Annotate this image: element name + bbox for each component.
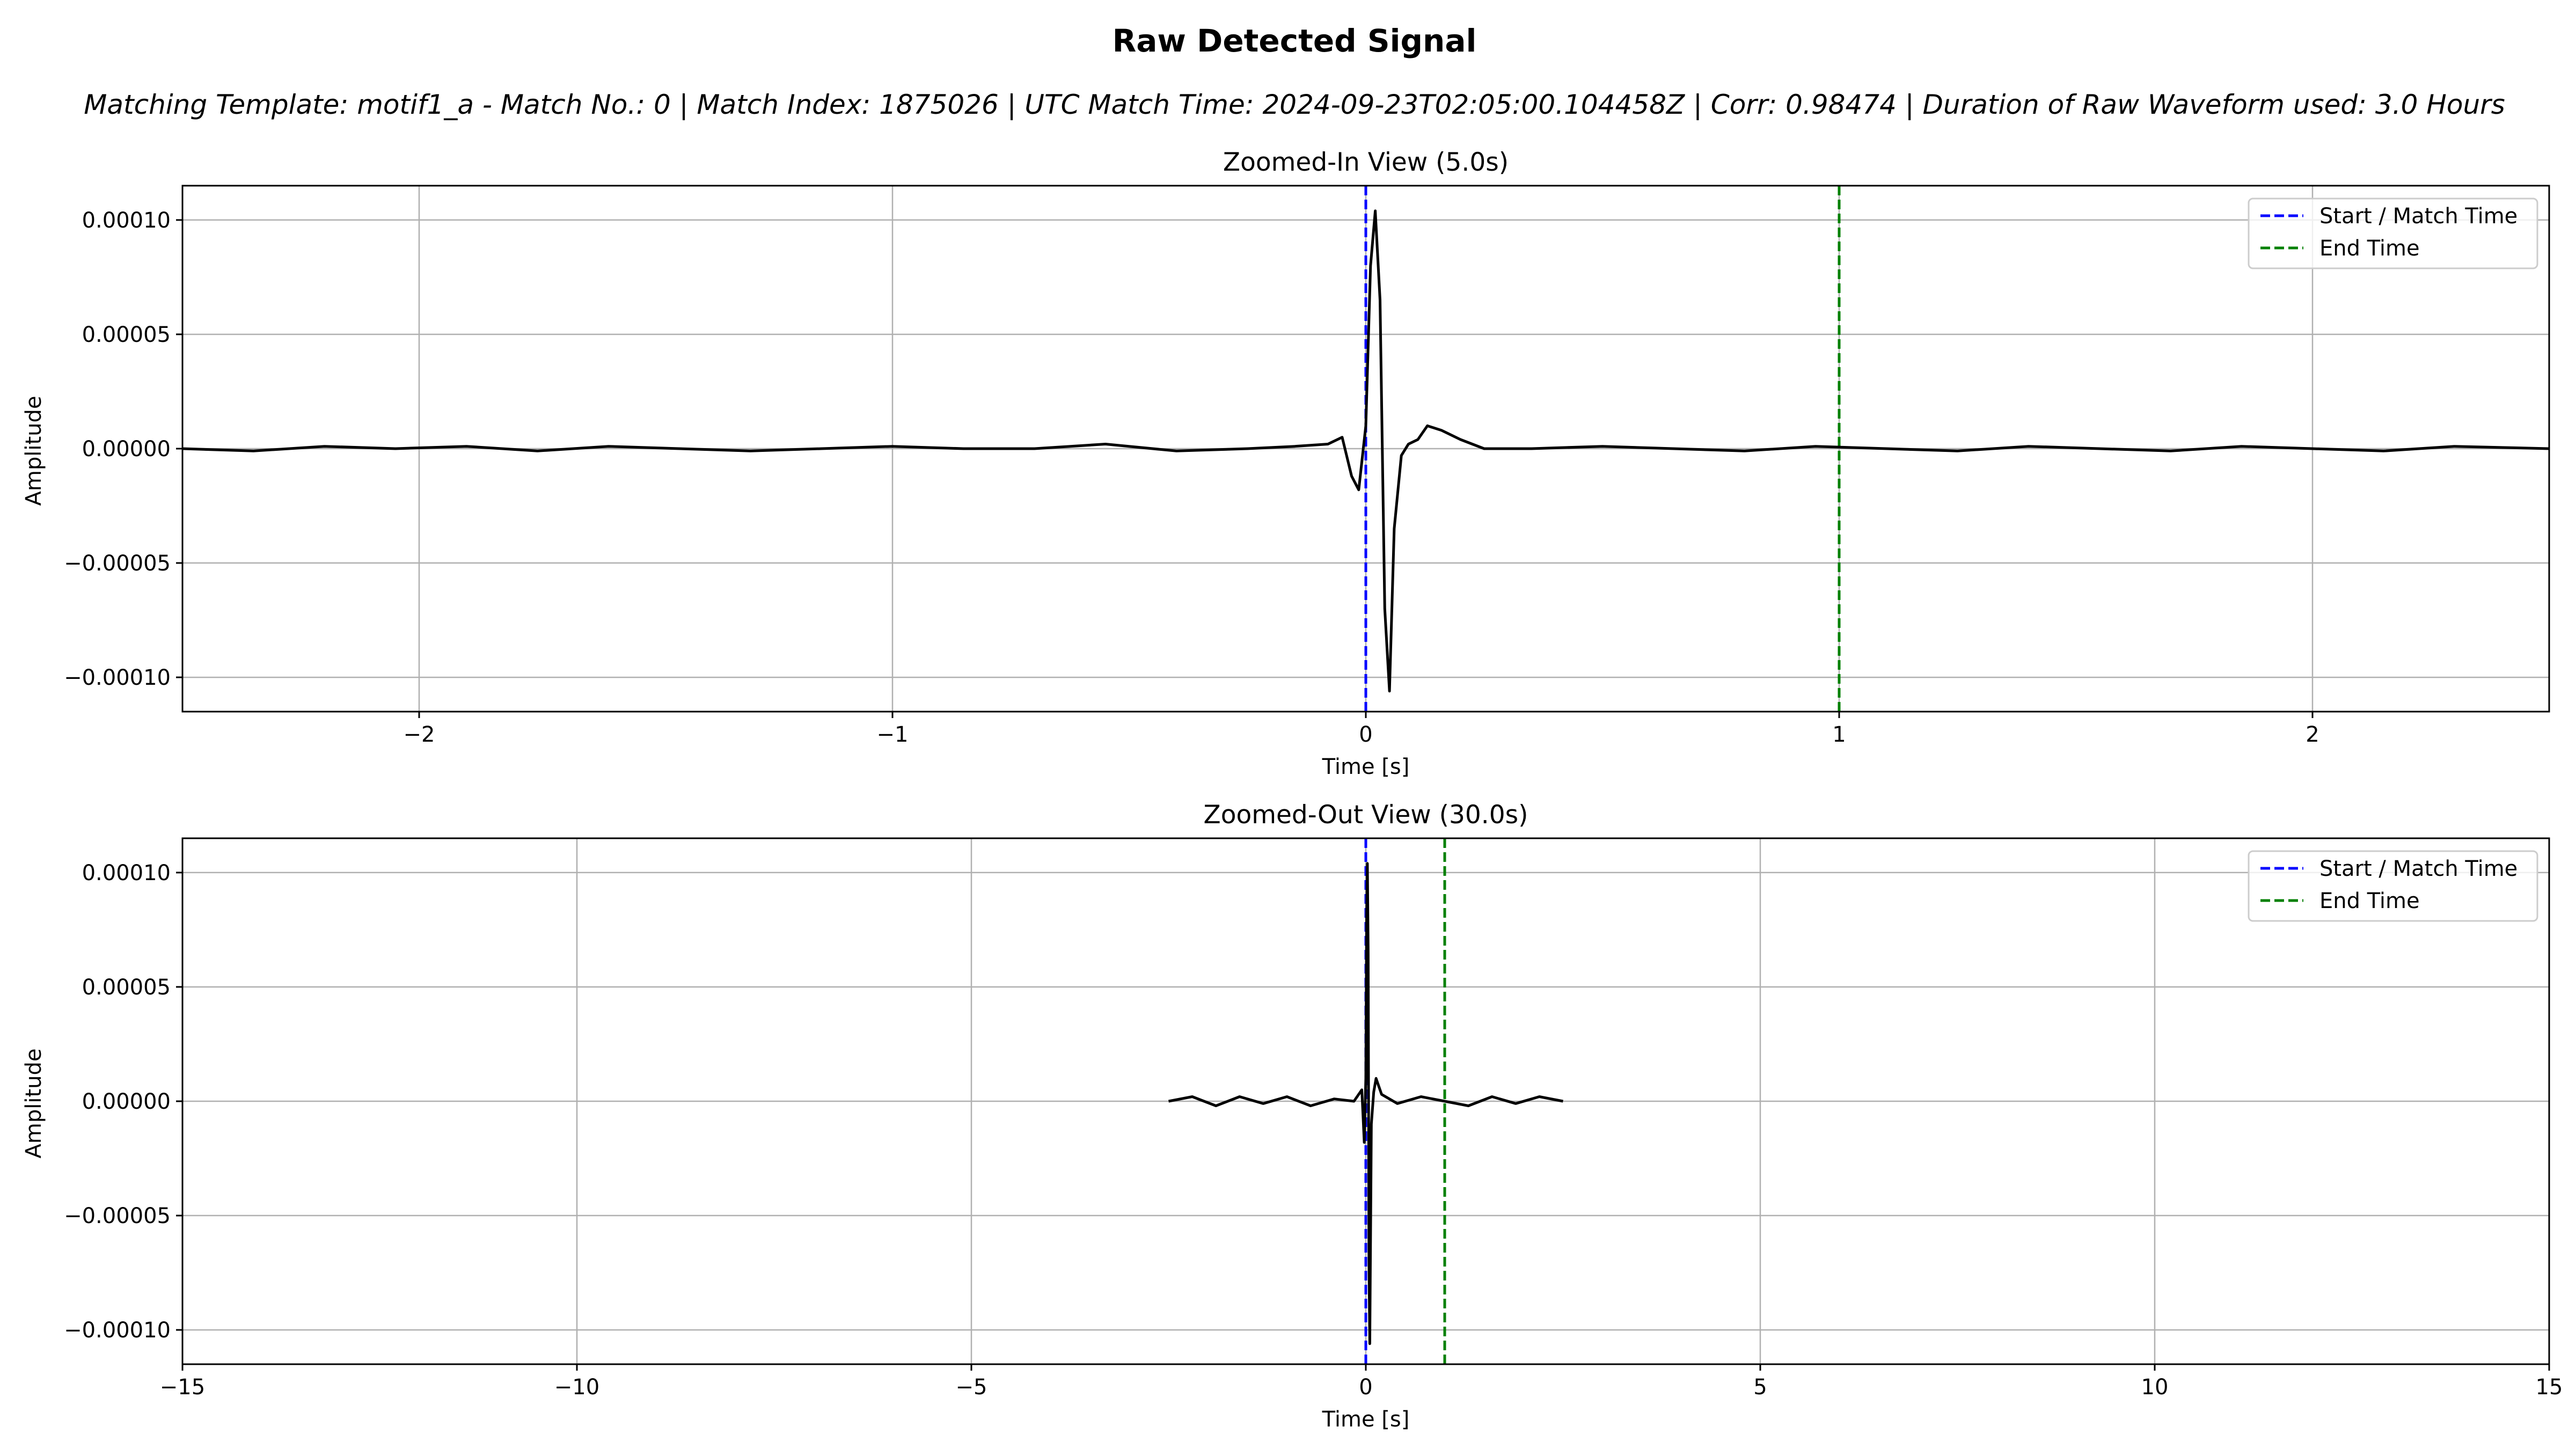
- signal-line: [1168, 862, 1563, 1345]
- x-tick-label: 1: [1832, 722, 1846, 747]
- x-tick-label: −15: [160, 1375, 205, 1400]
- legend-label-end: End Time: [2319, 236, 2420, 261]
- y-tick-label: −0.00005: [64, 551, 171, 576]
- legend-label-start: Start / Match Time: [2319, 857, 2518, 881]
- legend-box: [2248, 850, 2538, 922]
- x-tick-label: −1: [877, 722, 909, 747]
- vertical-markers: [1364, 186, 1841, 712]
- y-tick-label: 0.00000: [82, 1089, 171, 1114]
- figure-subtitle: Matching Template: motif1_a - Match No.:…: [84, 89, 2505, 120]
- subplot-title: Zoomed-In View (5.0s): [1223, 148, 1509, 177]
- y-tick-label: 0.00005: [82, 975, 171, 1000]
- x-tick-label: 5: [1753, 1375, 1767, 1400]
- subplot-title: Zoomed-Out View (30.0s): [1204, 800, 1528, 830]
- figure-title: Raw Detected Signal: [1113, 23, 1477, 59]
- y-tick-label: 0.00000: [82, 437, 171, 462]
- subplot-zoomed-in: Zoomed-In View (5.0s) −2 −1 0 1 2 0.000100.0…: [21, 148, 2550, 779]
- x-axis-label: Time [s]: [1322, 1407, 1410, 1432]
- signal-line: [182, 209, 2550, 693]
- x-tick-label: −2: [404, 722, 435, 747]
- legend-label-end: End Time: [2319, 889, 2420, 913]
- x-tick-label: 2: [2306, 722, 2319, 747]
- y-tick-label: 0.00010: [82, 208, 171, 233]
- x-tick-label: 0: [1359, 1375, 1372, 1400]
- legend-box: [2248, 197, 2538, 269]
- x-ticks: −15 −10 −5 0 5 10 15: [160, 1364, 2563, 1400]
- y-axis-label: Amplitude: [21, 1049, 46, 1159]
- series-lines: [182, 209, 2550, 693]
- x-tick-label: 0: [1359, 722, 1372, 747]
- y-axis-label: Amplitude: [21, 396, 46, 506]
- y-tick-label: −0.00010: [64, 1318, 171, 1343]
- x-ticks: −2 −1 0 1 2: [404, 712, 2319, 747]
- legend: Start / Match Time End Time: [2248, 850, 2538, 922]
- x-tick-label: −5: [956, 1375, 987, 1400]
- x-tick-label: −10: [554, 1375, 599, 1400]
- y-ticks: 0.00010 0.00005 0.00000 −0.00005 −0.00010: [64, 208, 182, 690]
- x-tick-label: 10: [2141, 1375, 2169, 1400]
- legend-label-start: Start / Match Time: [2319, 204, 2518, 229]
- y-tick-label: 0.00005: [82, 323, 171, 347]
- y-tick-label: −0.00005: [64, 1204, 171, 1228]
- y-ticks: 0.00010 0.00005 0.00000 −0.00005 −0.00010: [64, 861, 182, 1343]
- x-axis-label: Time [s]: [1322, 755, 1410, 779]
- y-tick-label: −0.00010: [64, 665, 171, 690]
- y-tick-label: 0.00010: [82, 861, 171, 885]
- legend: Start / Match Time End Time: [2248, 197, 2538, 269]
- series-lines: [1168, 862, 1563, 1345]
- x-tick-label: 15: [2536, 1375, 2563, 1400]
- subplot-zoomed-out: Zoomed-Out View (30.0s) −15 −10 −5 0 5 10 15 0…: [21, 800, 2563, 1432]
